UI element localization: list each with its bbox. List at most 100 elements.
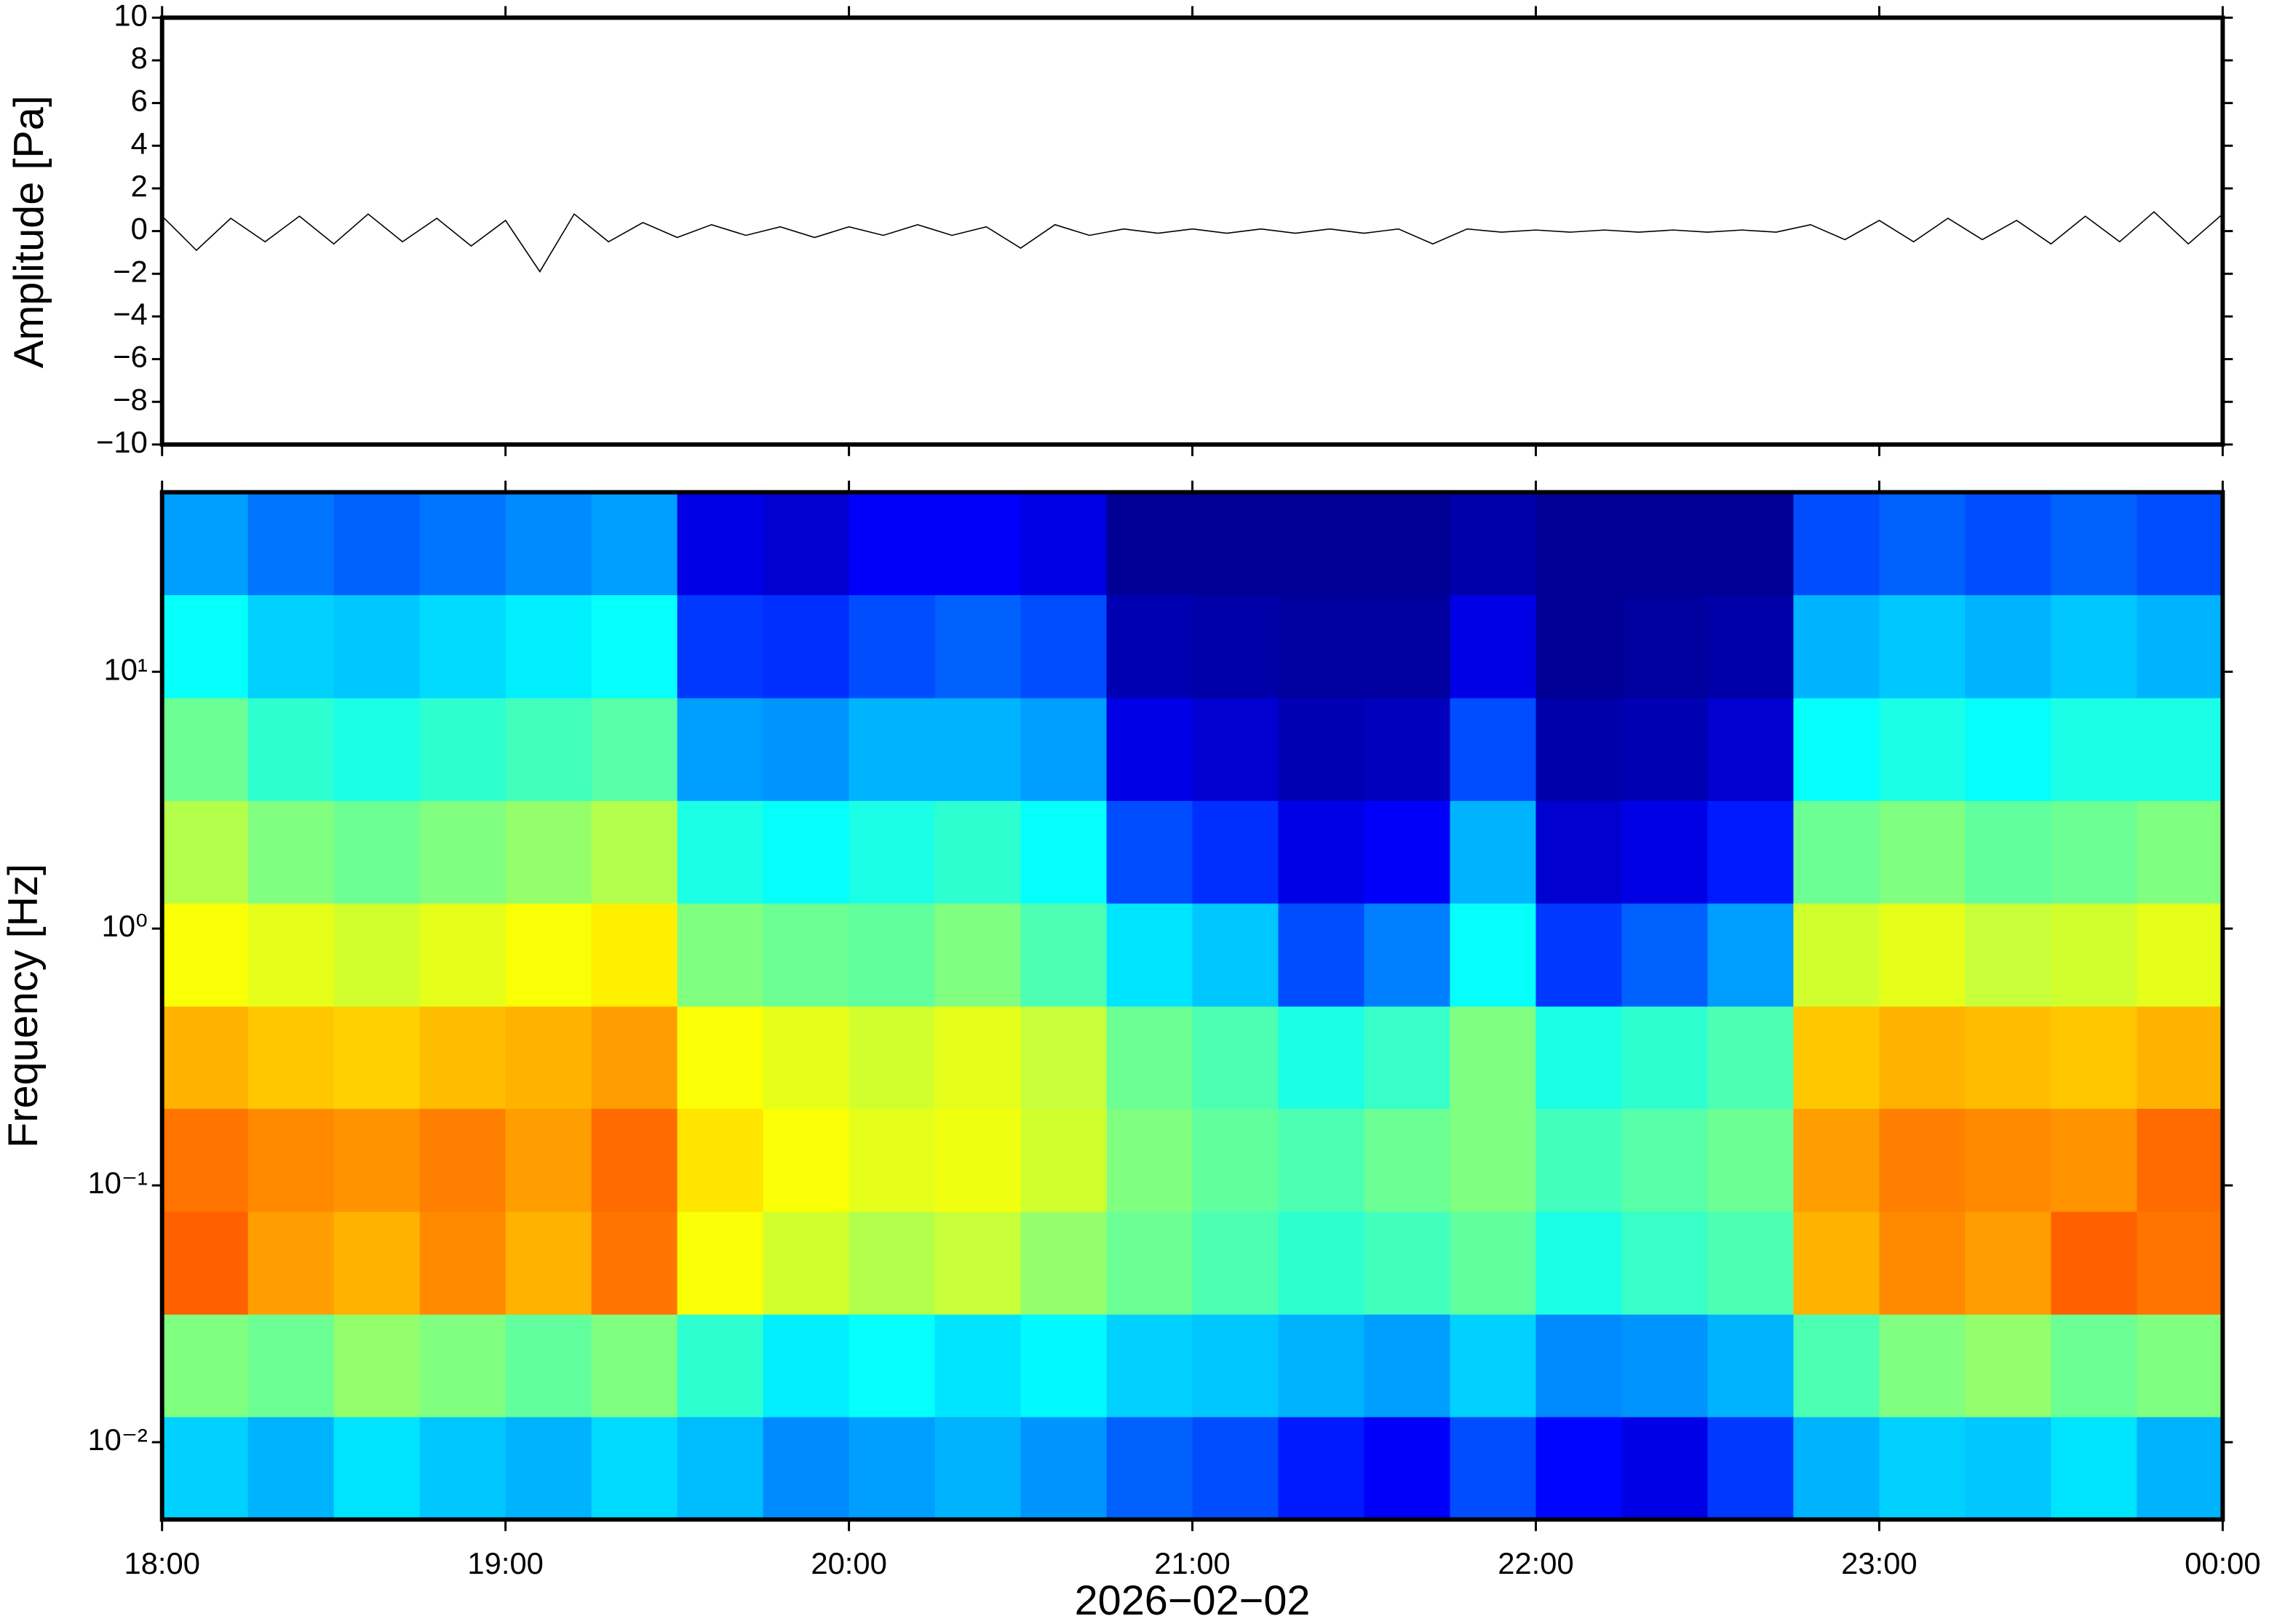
spectrogram-cell bbox=[1278, 1107, 1365, 1212]
spectrogram-cell bbox=[2137, 1006, 2224, 1109]
spectrogram-cell bbox=[1535, 800, 1623, 904]
spectrogram-cell bbox=[1106, 1313, 1193, 1417]
spectrogram-cell bbox=[247, 492, 335, 595]
spectrogram-cell bbox=[1106, 800, 1193, 904]
spectrogram-cell bbox=[1278, 1416, 1365, 1521]
spectrogram-cell bbox=[162, 594, 249, 698]
spectrogram-cell bbox=[2137, 1313, 2224, 1417]
spectrogram-cell bbox=[1793, 1313, 1880, 1417]
spectrogram-cell bbox=[1192, 1313, 1279, 1417]
spectrogram-cell bbox=[934, 1211, 1022, 1315]
spectrogram-cell bbox=[162, 1416, 249, 1521]
y-axis-title: Amplitude [Pa] bbox=[6, 95, 52, 368]
spectrogram-cell bbox=[591, 697, 678, 801]
spectrogram-cell bbox=[1364, 1211, 1451, 1315]
spectrogram-cell bbox=[1278, 697, 1365, 801]
spectrogram-cell bbox=[505, 1006, 592, 1109]
spectrogram-cell bbox=[677, 1416, 764, 1521]
spectrogram-cell bbox=[247, 1006, 335, 1109]
spectrogram-cell bbox=[1965, 697, 2052, 801]
spectrogram-cell bbox=[1192, 902, 1279, 1007]
spectrogram-cell bbox=[419, 1416, 506, 1521]
spectrogram-cell bbox=[1621, 594, 1709, 698]
spectrogram-cell bbox=[505, 492, 592, 595]
x-tick-label: 21:00 bbox=[1154, 1546, 1230, 1580]
spectrogram-cell bbox=[1535, 1313, 1623, 1417]
spectrogram-cell bbox=[333, 492, 421, 595]
spectrogram-cell bbox=[1364, 594, 1451, 698]
spectrogram-cell bbox=[1450, 697, 1537, 801]
spectrogram-cell bbox=[2051, 1107, 2138, 1212]
spectrogram-cell bbox=[2137, 697, 2224, 801]
spectrogram-cell bbox=[2137, 594, 2224, 698]
x-tick-label: 22:00 bbox=[1498, 1546, 1573, 1580]
spectrogram-cell bbox=[419, 1211, 506, 1315]
y-tick-label: 0 bbox=[131, 212, 148, 246]
spectrogram-cell bbox=[849, 800, 936, 904]
spectrogram-cell bbox=[1621, 1211, 1709, 1315]
spectrogram-cell bbox=[1879, 1107, 1966, 1212]
spectrogram-cell bbox=[591, 902, 678, 1007]
spectrogram-cell bbox=[849, 1416, 936, 1521]
spectrogram-cell bbox=[1793, 594, 1880, 698]
spectrogram-cell bbox=[333, 902, 421, 1007]
spectrogram-cell bbox=[247, 1211, 335, 1315]
spectrogram-cell bbox=[1707, 1313, 1795, 1417]
spectrogram-cell bbox=[1965, 492, 2052, 595]
spectrogram-cell bbox=[591, 1313, 678, 1417]
y-tick-label: 8 bbox=[131, 41, 148, 75]
spectrogram-cell bbox=[1707, 594, 1795, 698]
spectrogram-cell bbox=[1535, 1006, 1623, 1109]
spectrogram-cell bbox=[763, 1107, 850, 1212]
spectrogram-cell bbox=[1020, 1211, 1108, 1315]
spectrogram-cell bbox=[1621, 1006, 1709, 1109]
spectrogram-cell bbox=[1192, 1006, 1279, 1109]
y-axis-title: Frequency [Hz] bbox=[0, 864, 47, 1148]
y-tick-label: 6 bbox=[131, 84, 148, 118]
spectrogram-cell bbox=[1793, 697, 1880, 801]
x-tick-label: 00:00 bbox=[2185, 1546, 2260, 1580]
y-tick-label: −6 bbox=[113, 340, 148, 374]
y-tick-label: −4 bbox=[113, 297, 148, 331]
spectrogram-cell bbox=[247, 1107, 335, 1212]
spectrogram-cell bbox=[1450, 1313, 1537, 1417]
spectrogram-cell bbox=[1879, 1416, 1966, 1521]
spectrogram-cell bbox=[2137, 1416, 2224, 1521]
spectrogram-cell bbox=[849, 1313, 936, 1417]
spectrogram-cell bbox=[1793, 492, 1880, 595]
spectrogram-cell bbox=[1106, 697, 1193, 801]
spectrogram-cell bbox=[1192, 1211, 1279, 1315]
spectrogram-cell bbox=[162, 1107, 249, 1212]
spectrogram-cell bbox=[1106, 1107, 1193, 1212]
spectrogram-cell bbox=[849, 594, 936, 698]
spectrogram-cell bbox=[162, 697, 249, 801]
spectrogram-cell bbox=[1879, 800, 1966, 904]
spectrogram-cell bbox=[505, 697, 592, 801]
y-tick-label: −10 bbox=[96, 425, 148, 459]
spectrogram-cell bbox=[763, 594, 850, 698]
spectrogram-cell bbox=[247, 800, 335, 904]
y-tick-label: 10¹ bbox=[103, 652, 147, 686]
spectrogram-cell bbox=[1793, 1416, 1880, 1521]
spectrogram-cell bbox=[591, 1006, 678, 1109]
spectrogram-cell bbox=[162, 800, 249, 904]
spectrogram-cell bbox=[1020, 1107, 1108, 1212]
spectrogram-cell bbox=[2051, 902, 2138, 1007]
spectrogram-cell bbox=[591, 1416, 678, 1521]
spectrogram-cell bbox=[1965, 1211, 2052, 1315]
spectrogram-cell bbox=[1965, 1416, 2052, 1521]
spectrogram-cell bbox=[1621, 697, 1709, 801]
spectrogram-cell bbox=[1106, 1416, 1193, 1521]
spectrogram-cell bbox=[2051, 1211, 2138, 1315]
spectrogram-cell bbox=[591, 1211, 678, 1315]
spectrogram-cell bbox=[2137, 1107, 2224, 1212]
spectrogram-cell bbox=[2137, 902, 2224, 1007]
spectrogram-cell bbox=[1106, 902, 1193, 1007]
spectrogram-cell bbox=[2051, 492, 2138, 595]
spectrogram-cell bbox=[1621, 1416, 1709, 1521]
spectrogram-cell bbox=[677, 902, 764, 1007]
spectrogram-cell bbox=[1965, 902, 2052, 1007]
spectrogram-cell bbox=[505, 800, 592, 904]
spectrogram-cell bbox=[2137, 800, 2224, 904]
spectrogram-cell bbox=[162, 902, 249, 1007]
